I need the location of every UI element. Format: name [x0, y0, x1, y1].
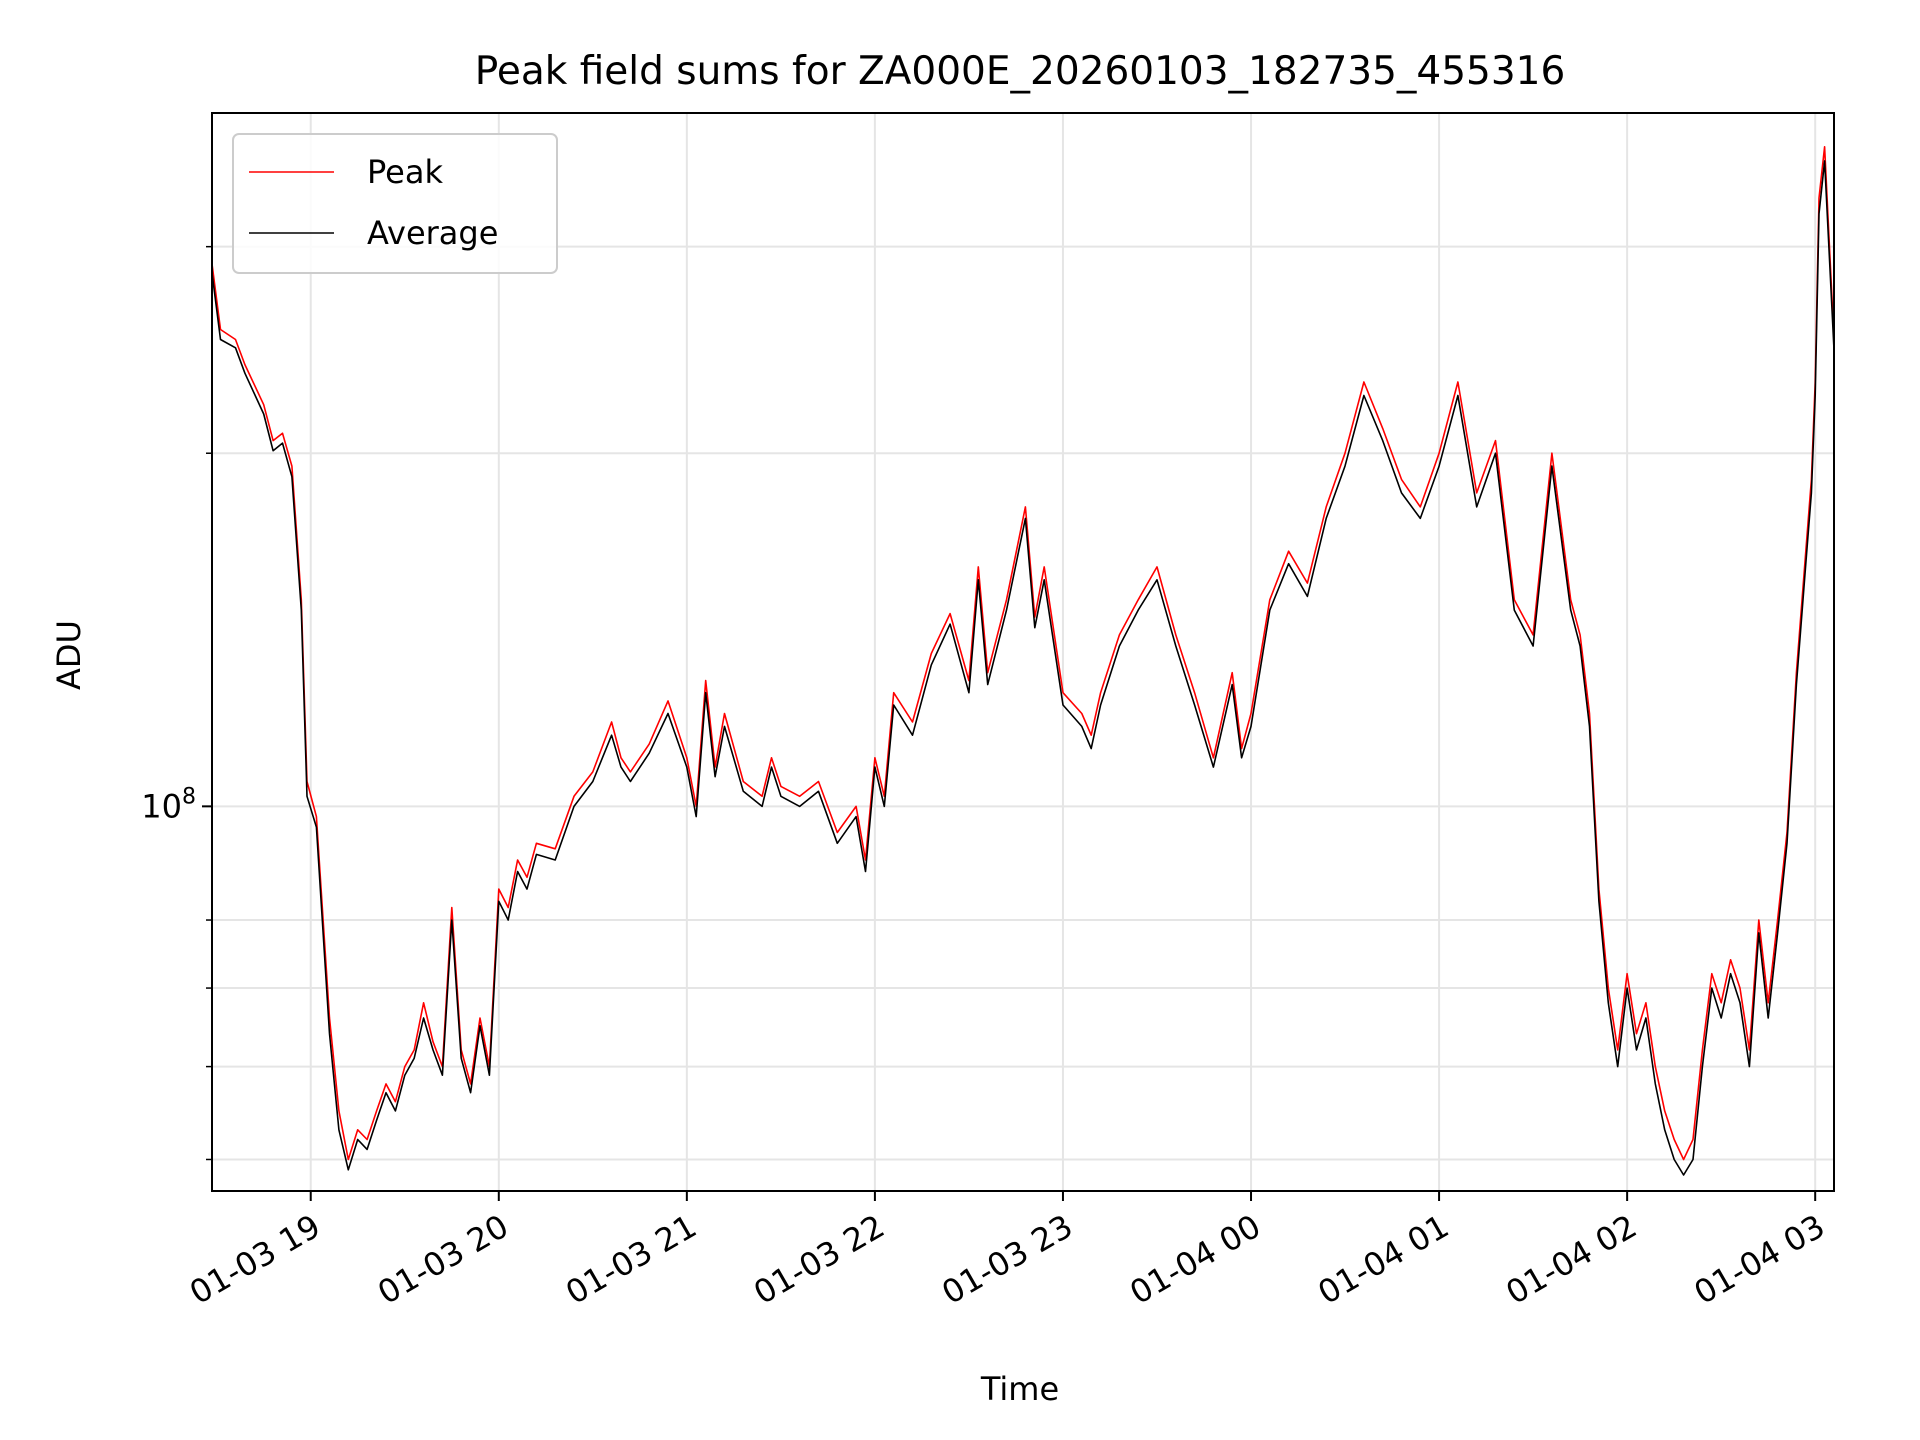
legend: Peak Average [232, 133, 558, 274]
y-axis-label: ADU [50, 620, 88, 690]
series-line-average [211, 160, 1835, 1176]
legend-box [232, 133, 558, 274]
series-line-peak [211, 146, 1835, 1161]
plot-frame [211, 112, 1835, 1192]
y-tick-label-exponent: 8 [182, 784, 196, 809]
y-tick-label: 108 [141, 784, 196, 825]
y-axis: 108 [141, 245, 212, 1161]
legend-label-peak: Peak [367, 153, 443, 191]
x-axis-label: Time [980, 1370, 1059, 1408]
legend-label-average: Average [367, 214, 498, 252]
grid [212, 113, 1834, 1191]
chart-title: Peak field sums for ZA000E_20260103_1827… [475, 49, 1566, 94]
series-group [211, 146, 1835, 1176]
y-tick-label-base: 10 [141, 787, 182, 825]
